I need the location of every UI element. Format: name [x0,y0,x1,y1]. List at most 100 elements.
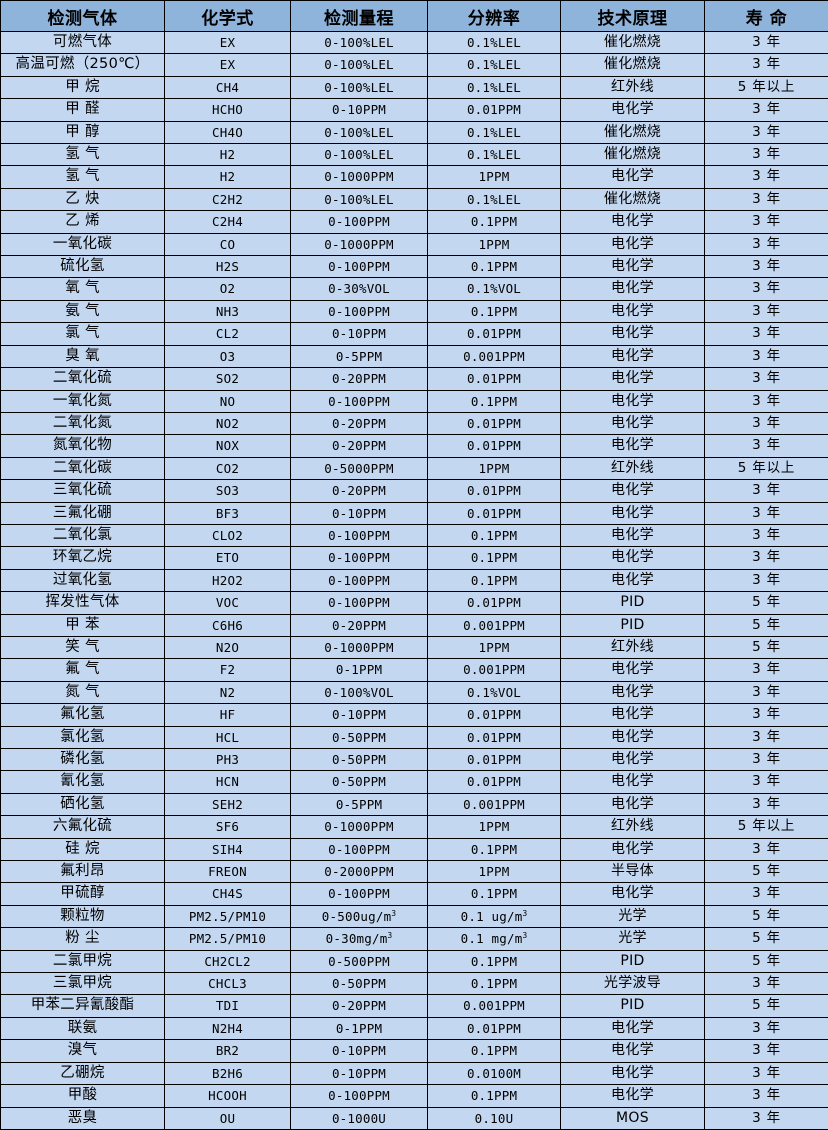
column-header-formula: 化学式 [165,1,291,32]
cell-gas: 磷化氢 [1,749,165,771]
cell-lifespan: 3 年 [705,771,828,793]
cell-formula: SF6 [165,816,291,838]
cell-resolution: 0.01PPM [428,480,561,502]
cell-range: 0-5000PPM [291,457,428,479]
column-header-lifespan: 寿 命 [705,1,828,32]
cell-formula: C2H2 [165,188,291,210]
cell-gas: 恶臭 [1,1107,165,1129]
cell-lifespan: 5 年以上 [705,457,828,479]
cell-range: 0-1PPM [291,1017,428,1039]
cell-technology: 催化燃烧 [561,144,705,166]
cell-lifespan: 3 年 [705,1107,828,1129]
cell-technology: 电化学 [561,256,705,278]
cell-gas: 氮 气 [1,681,165,703]
cell-technology: 电化学 [561,793,705,815]
cell-formula: SEH2 [165,793,291,815]
cell-technology: 电化学 [561,704,705,726]
cell-lifespan: 3 年 [705,54,828,76]
cell-formula: HCL [165,726,291,748]
cell-technology: 电化学 [561,659,705,681]
cell-technology: 电化学 [561,99,705,121]
cell-range: 0-5PPM [291,345,428,367]
cell-lifespan: 3 年 [705,188,828,210]
cell-formula: O2 [165,278,291,300]
cell-resolution: 0.1PPM [428,524,561,546]
cell-range: 0-2000PPM [291,861,428,883]
cell-gas: 挥发性气体 [1,592,165,614]
cell-technology: 催化燃烧 [561,121,705,143]
cell-gas: 乙硼烷 [1,1062,165,1084]
cell-resolution: 0.1 mg/m3 [428,928,561,950]
cell-lifespan: 3 年 [705,99,828,121]
cell-resolution: 0.0100M [428,1062,561,1084]
cell-lifespan: 5 年 [705,636,828,658]
cell-range: 0-1000PPM [291,233,428,255]
table-header-row: 检测气体 化学式 检测量程 分辨率 技术原理 寿 命 [1,1,828,32]
cell-range: 0-500ug/m3 [291,905,428,927]
cell-lifespan: 3 年 [705,323,828,345]
cell-formula: H2O2 [165,569,291,591]
cell-gas: 二氧化碳 [1,457,165,479]
cell-range: 0-30mg/m3 [291,928,428,950]
cell-lifespan: 3 年 [705,524,828,546]
cell-range: 0-100PPM [291,883,428,905]
cell-gas: 硫化氢 [1,256,165,278]
cell-resolution: 0.1PPM [428,256,561,278]
cell-formula: CH4 [165,76,291,98]
column-header-gas: 检测气体 [1,1,165,32]
cell-range: 0-10PPM [291,502,428,524]
cell-resolution: 0.10U [428,1107,561,1129]
cell-lifespan: 5 年 [705,928,828,950]
cell-formula: HCHO [165,99,291,121]
column-header-technology: 技术原理 [561,1,705,32]
cell-lifespan: 3 年 [705,390,828,412]
cell-gas: 过氧化氢 [1,569,165,591]
cell-range: 0-10PPM [291,323,428,345]
cell-formula: SO2 [165,368,291,390]
cell-formula: CLO2 [165,524,291,546]
cell-formula: HCN [165,771,291,793]
cell-resolution: 0.1%LEL [428,54,561,76]
cell-gas: 氨 气 [1,300,165,322]
cell-formula: H2S [165,256,291,278]
cell-gas: 甲 醛 [1,99,165,121]
cell-gas: 二氧化硫 [1,368,165,390]
cell-resolution: 0.1PPM [428,211,561,233]
cell-lifespan: 3 年 [705,726,828,748]
cell-resolution: 0.001PPM [428,659,561,681]
cell-lifespan: 3 年 [705,883,828,905]
cell-resolution: 0.1%LEL [428,188,561,210]
cell-resolution: 0.001PPM [428,614,561,636]
cell-resolution: 1PPM [428,816,561,838]
cell-formula: NH3 [165,300,291,322]
cell-formula: NOX [165,435,291,457]
cell-formula: C6H6 [165,614,291,636]
cell-gas: 氢 气 [1,144,165,166]
cell-formula: CH4O [165,121,291,143]
cell-technology: 电化学 [561,681,705,703]
cell-technology: 红外线 [561,76,705,98]
cell-formula: EX [165,54,291,76]
cell-lifespan: 3 年 [705,1062,828,1084]
cell-range: 0-100PPM [291,547,428,569]
cell-technology: 红外线 [561,816,705,838]
cell-technology: 催化燃烧 [561,32,705,54]
cell-resolution: 0.01PPM [428,771,561,793]
cell-resolution: 1PPM [428,861,561,883]
